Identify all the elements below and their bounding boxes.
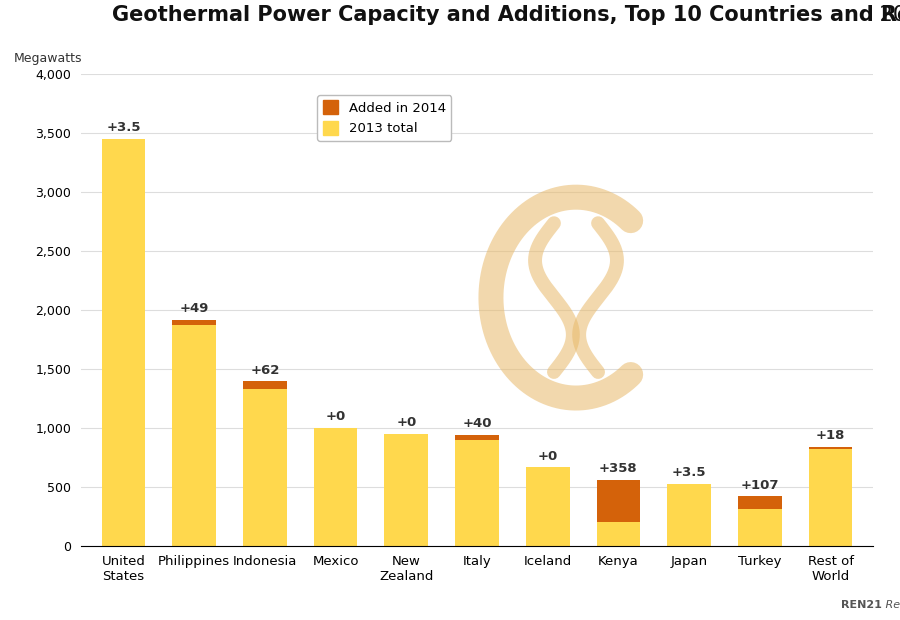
Text: +0: +0 <box>396 416 417 429</box>
Text: REN21: REN21 <box>842 600 882 609</box>
Bar <box>243 389 287 546</box>
Text: Megawatts: Megawatts <box>14 52 82 65</box>
Text: +0: +0 <box>537 450 558 463</box>
Bar <box>384 434 428 546</box>
Bar <box>172 326 216 546</box>
Bar <box>809 447 852 449</box>
Bar <box>313 428 357 546</box>
Text: +3.5: +3.5 <box>106 121 140 134</box>
Text: Geothermal Power Capacity and Additions, Top 10 Countries and Rest of World,: Geothermal Power Capacity and Additions,… <box>112 5 900 25</box>
Bar <box>597 522 641 546</box>
Text: +3.5: +3.5 <box>672 466 706 479</box>
Text: +49: +49 <box>179 302 209 315</box>
Text: +62: +62 <box>250 363 280 376</box>
Bar <box>102 139 146 546</box>
Bar <box>455 440 499 546</box>
Bar <box>809 449 852 546</box>
Text: +358: +358 <box>599 463 638 476</box>
Bar <box>526 467 570 546</box>
Bar <box>667 484 711 546</box>
Bar <box>738 509 782 546</box>
Bar <box>243 381 287 389</box>
Text: +0: +0 <box>326 410 346 423</box>
Text: +18: +18 <box>816 429 845 442</box>
Text: +40: +40 <box>463 417 491 430</box>
Bar <box>597 480 641 522</box>
Bar <box>172 319 216 326</box>
Bar <box>455 435 499 440</box>
Bar <box>738 497 782 509</box>
Text: +107: +107 <box>741 479 779 492</box>
Text: 2014: 2014 <box>873 5 900 25</box>
Text: Renewables 2015 Global Status Report: Renewables 2015 Global Status Report <box>882 600 900 609</box>
Legend: Added in 2014, 2013 total: Added in 2014, 2013 total <box>318 95 451 141</box>
